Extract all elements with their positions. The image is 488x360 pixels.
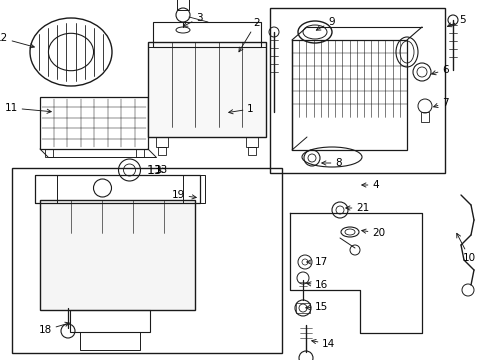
Text: 1: 1 <box>228 104 253 114</box>
Bar <box>291 40 406 150</box>
Text: 9: 9 <box>316 17 334 30</box>
Text: 12: 12 <box>0 33 34 48</box>
Bar <box>148 42 265 137</box>
Bar <box>247 147 256 155</box>
Bar <box>136 149 143 157</box>
Text: 3: 3 <box>183 13 202 26</box>
Text: 13: 13 <box>155 165 168 175</box>
Bar <box>183 175 204 203</box>
Bar <box>269 8 444 173</box>
Bar <box>12 168 282 353</box>
Text: 8: 8 <box>321 158 341 168</box>
Bar <box>158 147 165 155</box>
Text: 6: 6 <box>431 65 447 75</box>
Bar <box>70 310 150 332</box>
Bar <box>153 22 261 47</box>
Text: 11: 11 <box>5 103 51 113</box>
Bar <box>40 97 148 149</box>
Text: 20: 20 <box>361 228 385 238</box>
Bar <box>420 112 428 122</box>
Bar <box>245 137 258 147</box>
Text: 21: 21 <box>345 203 368 213</box>
Bar <box>35 175 200 203</box>
Text: 13: 13 <box>147 163 163 176</box>
Text: 5: 5 <box>447 15 465 27</box>
Text: 18: 18 <box>39 322 69 335</box>
Bar <box>45 149 53 157</box>
Bar <box>295 303 309 313</box>
Bar <box>156 137 168 147</box>
Text: 10: 10 <box>456 233 475 263</box>
Text: 16: 16 <box>306 280 327 290</box>
Text: 4: 4 <box>361 180 378 190</box>
Text: 14: 14 <box>311 339 335 349</box>
Bar <box>80 332 140 350</box>
Text: 17: 17 <box>306 257 327 267</box>
Text: 7: 7 <box>433 98 447 108</box>
Bar <box>177 0 189 10</box>
Text: 19: 19 <box>171 190 196 200</box>
Bar <box>40 200 195 310</box>
Bar <box>35 175 57 203</box>
Text: 2: 2 <box>239 18 259 52</box>
Text: 15: 15 <box>305 302 327 312</box>
